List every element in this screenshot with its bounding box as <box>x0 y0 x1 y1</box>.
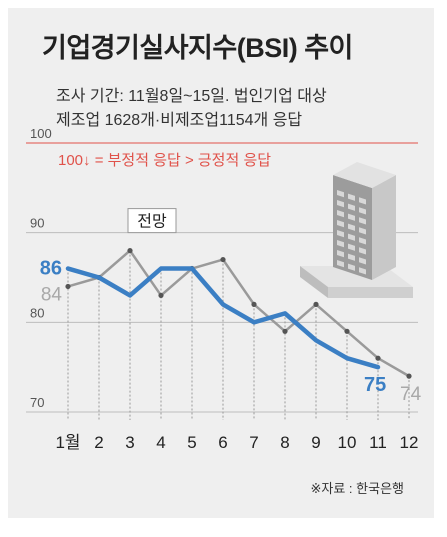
y-tick-label: 80 <box>30 305 44 320</box>
y-tick-label: 70 <box>30 395 44 410</box>
building-icon <box>300 162 413 298</box>
building-window <box>359 207 366 215</box>
actual-value-label: 75 <box>364 374 386 396</box>
building-window <box>337 210 344 218</box>
x-tick-label: 11 <box>369 433 387 452</box>
forecast-point <box>375 355 381 361</box>
x-tick-label: 8 <box>280 433 289 452</box>
building-window <box>337 200 344 208</box>
building-window <box>359 197 366 205</box>
source-text: ※자료 : 한국은행 <box>310 481 405 496</box>
survey-period-text: 조사 기간: 11월8일~15일. 법인기업 대상 <box>56 88 327 105</box>
building-window <box>359 217 366 225</box>
forecast-point <box>127 248 133 254</box>
x-tick-label: 7 <box>249 433 258 452</box>
forecast-point <box>65 283 71 290</box>
building-window <box>348 223 355 231</box>
building-window <box>348 263 355 271</box>
building-window <box>348 253 355 261</box>
forecast-value-label: 74 <box>400 384 422 405</box>
actual-series-line <box>65 266 381 370</box>
building-window <box>348 193 355 201</box>
forecast-point <box>344 328 350 334</box>
forecast-point <box>313 301 319 307</box>
building-window <box>337 230 344 238</box>
building-window <box>337 190 344 198</box>
x-tick-label: 4 <box>156 433 165 452</box>
forecast-callout-label: 전망 <box>137 213 167 231</box>
forecast-series-line <box>66 249 411 378</box>
forecast-value-label: 84 <box>41 284 63 305</box>
x-tick-label: 6 <box>218 433 227 452</box>
building-window <box>359 247 366 255</box>
forecast-point <box>158 292 164 299</box>
building-window <box>337 240 344 248</box>
building-window <box>348 203 355 211</box>
actual-value-label: 86 <box>40 258 62 280</box>
building-window <box>348 233 355 241</box>
x-tick-label: 1월 <box>55 433 80 452</box>
forecast-callout-box <box>127 208 177 234</box>
building-window <box>348 243 355 251</box>
building-window <box>359 237 366 245</box>
respondents-text: 제조업 1628개·비제조업1154개 응답 <box>56 112 303 129</box>
forecast-point <box>251 301 257 307</box>
x-tick-label: 2 <box>94 433 103 452</box>
building-window <box>359 227 366 235</box>
x-tick-label: 5 <box>187 433 196 452</box>
building-window <box>337 260 344 268</box>
building-window <box>359 267 366 275</box>
building-window <box>348 213 355 221</box>
x-tick-label: 10 <box>338 433 357 452</box>
building-window <box>359 257 366 265</box>
forecast-point <box>282 328 288 334</box>
forecast-point <box>220 256 226 263</box>
y-tick-label: 90 <box>30 216 44 231</box>
forecast-point <box>406 373 412 379</box>
x-tick-label: 12 <box>400 433 419 452</box>
building-window <box>337 250 344 258</box>
chart-title: 기업경기실사지수(BSI) 추이 <box>42 33 353 63</box>
x-tick-label: 9 <box>311 433 320 452</box>
building-window <box>337 220 344 228</box>
y-tick-label: 100 <box>30 126 52 141</box>
threshold-note: 100↓ = 부정적 응답 > 긍정적 응답 <box>58 152 271 169</box>
x-tick-label: 3 <box>125 433 134 452</box>
